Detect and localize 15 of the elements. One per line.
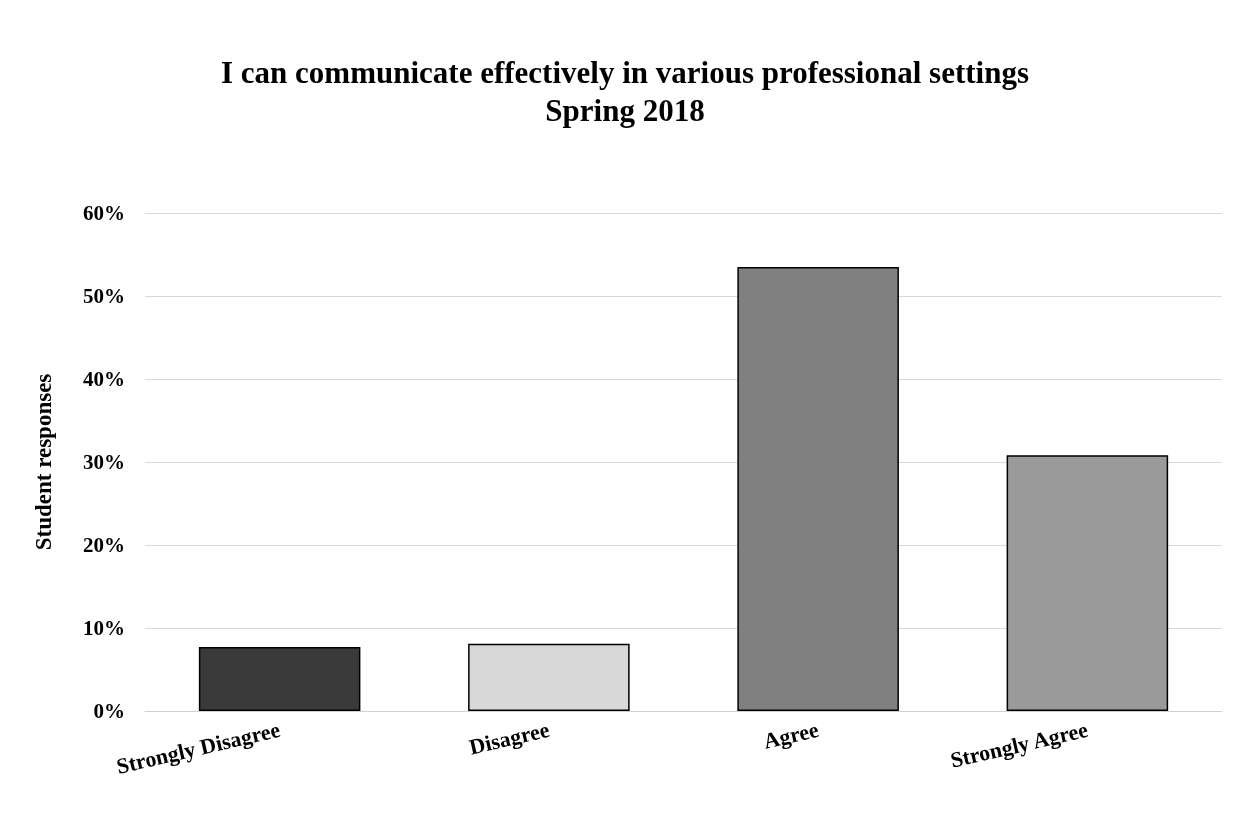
y-tick-label: 50% [83, 284, 125, 308]
y-tick-label: 60% [83, 201, 125, 225]
x-tick-label: Disagree [466, 716, 552, 760]
y-axis-title: Student responses [31, 373, 56, 551]
y-tick-label: 20% [83, 533, 125, 557]
bar [198, 647, 361, 711]
chart-title: I can communicate effectively in various professional settings Spring 2018 [221, 54, 1029, 128]
bar [737, 266, 899, 711]
y-tick-label: 40% [83, 367, 125, 391]
x-tick-label: Agree [760, 716, 822, 754]
y-tick-label: 30% [83, 450, 125, 474]
x-tick-label: Strongly Agree [947, 716, 1091, 773]
bar [1006, 455, 1169, 711]
y-tick-label: 10% [83, 616, 125, 640]
y-tick-label: 0% [93, 699, 125, 723]
